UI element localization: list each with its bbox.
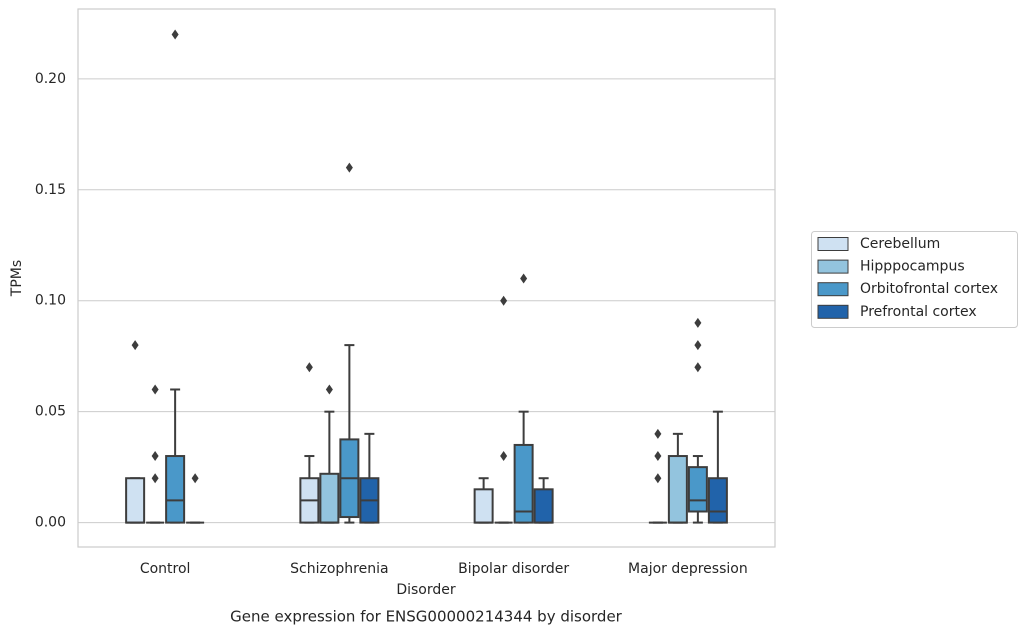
box [319,472,340,524]
legend-swatch [817,304,849,319]
box [165,455,186,524]
box [473,488,494,524]
chart-title: Gene expression for ENSG00000214344 by d… [230,608,623,626]
outlier [654,473,662,484]
outlier [325,384,333,395]
outlier [151,473,159,484]
box [687,466,708,513]
outlier [694,340,702,351]
box [707,477,728,524]
x-tick-label: Bipolar disorder [458,561,569,577]
outlier [694,317,702,328]
box [513,443,534,524]
legend [811,231,1018,328]
x-tick-label: Control [140,561,191,577]
outlier [151,384,159,395]
outlier [151,451,159,462]
outlier [520,273,528,284]
x-tick-label: Major depression [628,561,748,577]
outlier [191,473,199,484]
box [125,477,146,524]
y-tick-label: 0.00 [35,515,66,531]
y-tick-label: 0.10 [35,293,66,309]
plot-frame [77,8,776,548]
y-axis-label: TPMs [9,260,25,297]
y-tick-label: 0.05 [35,404,66,420]
legend-label: Hipppocampus [860,259,965,275]
legend-label: Prefrontal cortex [860,304,977,320]
legend-swatch [817,282,849,297]
y-tick-label: 0.20 [35,71,66,87]
outlier [654,428,662,439]
box [667,455,688,524]
y-tick-label: 0.15 [35,182,66,198]
legend-swatch [817,237,849,251]
outlier [345,162,353,173]
legend-label: Orbitofrontal cortex [860,281,998,297]
outlier [500,295,508,306]
outlier [131,340,139,351]
outlier [305,362,313,373]
outlier [171,29,179,40]
legend-label: Cerebellum [860,236,940,252]
x-tick-label: Schizophrenia [290,561,388,577]
outlier [694,362,702,373]
box [533,488,554,524]
legend-swatch [817,259,849,274]
outlier [654,451,662,462]
x-axis-label: Disorder [396,582,456,598]
outlier [500,451,508,462]
